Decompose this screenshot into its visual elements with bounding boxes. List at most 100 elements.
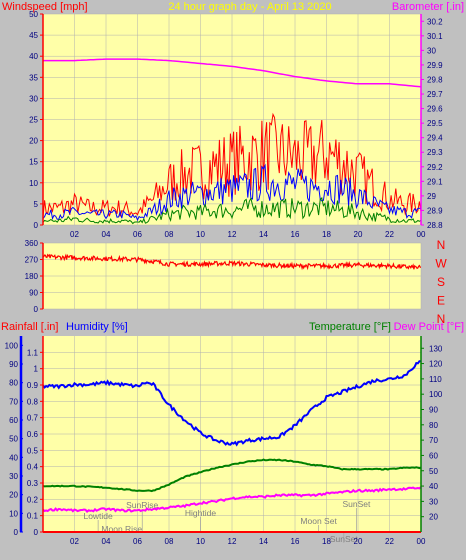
- temperature-tick-label: 110: [429, 375, 442, 384]
- wind-series: [42, 58, 422, 225]
- event-label: Moon Set: [300, 516, 337, 526]
- windspeed-tick-label: 30: [29, 94, 38, 103]
- humidity-tick-label: 90: [9, 360, 18, 369]
- temperature-tick-label: 50: [429, 467, 438, 476]
- barometer-tick-label: 29.6: [427, 105, 443, 114]
- barometer-tick-label: 29.3: [427, 148, 443, 157]
- rainfall-tick-label: 0.6: [27, 430, 39, 439]
- compass-label: W: [435, 257, 447, 271]
- rainfall-tick-label: 0.5: [27, 446, 39, 455]
- wind-x-tick-label: 16: [291, 230, 300, 239]
- rainfall-tick-label: 1.1: [27, 348, 39, 357]
- windspeed-tick-label: 40: [29, 52, 38, 61]
- windspeed-tick-label: 10: [29, 179, 38, 188]
- compass-label: S: [437, 275, 445, 289]
- temperature-tick-label: 30: [429, 497, 438, 506]
- direction-grid: [43, 242, 422, 310]
- event-label: Lowtide: [83, 511, 113, 521]
- barometer-tick-label: 29: [427, 192, 436, 201]
- wind-x-tick-label: 04: [102, 230, 111, 239]
- barometer-tick-label: 29.8: [427, 75, 443, 84]
- climate-x-tick-label: 08: [165, 537, 174, 546]
- direction-tick-label: 0: [34, 305, 39, 314]
- wind-x-tick-label: 20: [354, 230, 363, 239]
- humidity-line: [42, 360, 421, 447]
- rainfall-tick-label: 0.1: [27, 512, 39, 521]
- humidity-tick-label: 10: [9, 509, 18, 518]
- wind-average-line: [42, 163, 422, 222]
- direction-series: [42, 253, 422, 271]
- windspeed-tick-label: 45: [29, 31, 38, 40]
- compass-label: E: [437, 294, 445, 308]
- event-label: SunRise: [126, 500, 158, 510]
- humidity-tick-label: 80: [9, 379, 18, 388]
- barometer-tick-label: 29.4: [427, 134, 443, 143]
- rainfall-tick-label: 0.3: [27, 479, 39, 488]
- humidity-tick-label: 30: [9, 472, 18, 481]
- wind-ticks: 0 5 10 15 20 25 30 35 40 45 50 28.8 28.9 29 29.1 29.2 29…: [29, 10, 443, 239]
- temperature-tick-label: 80: [429, 421, 438, 430]
- temperature-tick-label: 130: [429, 344, 443, 353]
- climate-x-tick-label: 18: [322, 537, 331, 546]
- windspeed-tick-label: 25: [29, 116, 38, 125]
- compass-label: N: [437, 238, 446, 252]
- humidity-tick-label: 100: [5, 341, 19, 350]
- humidity-axis-label: Humidity [%]: [66, 321, 128, 333]
- windspeed-tick-label: 15: [29, 158, 38, 167]
- barometer-axis-label: Barometer [.in]: [392, 1, 464, 13]
- direction-line: [42, 253, 422, 271]
- climate-x-tick-label: 14: [259, 537, 268, 546]
- rainfall-tick-label: 0.7: [27, 414, 39, 423]
- event-label: Hightide: [185, 508, 216, 518]
- humidity-tick-label: 70: [9, 397, 18, 406]
- barometer-tick-label: 30.1: [427, 32, 443, 41]
- barometer-tick-label: 29.7: [427, 90, 443, 99]
- wind-x-tick-label: 22: [385, 230, 394, 239]
- event-label: SunSet: [330, 534, 359, 544]
- wind-x-tick-label: 18: [322, 230, 331, 239]
- chart-title: 24 hour graph day - April 13 2020: [168, 1, 331, 13]
- rainfall-tick-label: 0.4: [27, 463, 39, 472]
- humidity-tick-label: 40: [9, 453, 18, 462]
- wind-x-tick-label: 10: [196, 230, 205, 239]
- climate-x-tick-label: 02: [70, 537, 79, 546]
- temperature-tick-label: 40: [429, 482, 438, 491]
- wind-x-tick-label: 02: [70, 230, 79, 239]
- barometer-tick-label: 29.5: [427, 119, 443, 128]
- temperature-tick-label: 60: [429, 451, 438, 460]
- humidity-tick-label: 20: [9, 491, 18, 500]
- rainfall-tick-label: 0.2: [27, 495, 39, 504]
- climate-x-tick-label: 12: [228, 537, 237, 546]
- windspeed-tick-label: 35: [29, 73, 38, 82]
- climate-x-tick-label: 16: [291, 537, 300, 546]
- barometer-tick-label: 30.2: [427, 17, 443, 26]
- wind-x-tick-label: 08: [165, 230, 174, 239]
- dew-point-axis-label: Dew Point [°F]: [394, 321, 464, 333]
- climate-x-tick-label: 22: [385, 537, 394, 546]
- windspeed-tick-label: 20: [29, 137, 38, 146]
- barometer-tick-label: 29.2: [427, 163, 443, 172]
- temperature-tick-label: 120: [429, 360, 443, 369]
- barometer-tick-label: 28.8: [427, 221, 443, 230]
- barometer-line: [43, 58, 422, 88]
- windspeed-tick-label: 5: [34, 200, 39, 209]
- rainfall-axis-label: Rainfall [.in]: [1, 321, 58, 333]
- direction-tick-label: 90: [29, 289, 38, 298]
- climate-series: [42, 360, 422, 533]
- barometer-tick-label: 29.1: [427, 177, 443, 186]
- climate-x-tick-label: 20: [354, 537, 363, 546]
- wind-x-tick-label: 14: [259, 230, 268, 239]
- climate-x-tick-label: 06: [133, 537, 142, 546]
- direction-tick-label: 180: [25, 272, 39, 281]
- climate-x-tick-label: 10: [196, 537, 205, 546]
- windspeed-tick-label: 50: [29, 10, 38, 19]
- rainfall-tick-label: 0.8: [27, 397, 39, 406]
- rainfall-tick-label: 1: [34, 365, 39, 374]
- temperature-tick-label: 90: [429, 406, 438, 415]
- wind-gust-line: [42, 112, 422, 218]
- event-markers: Lowtide Moon Rise SunRise Hightide Moon Set S…: [83, 499, 371, 544]
- barometer-tick-label: 30: [427, 46, 436, 55]
- dew_point-line: [42, 486, 422, 513]
